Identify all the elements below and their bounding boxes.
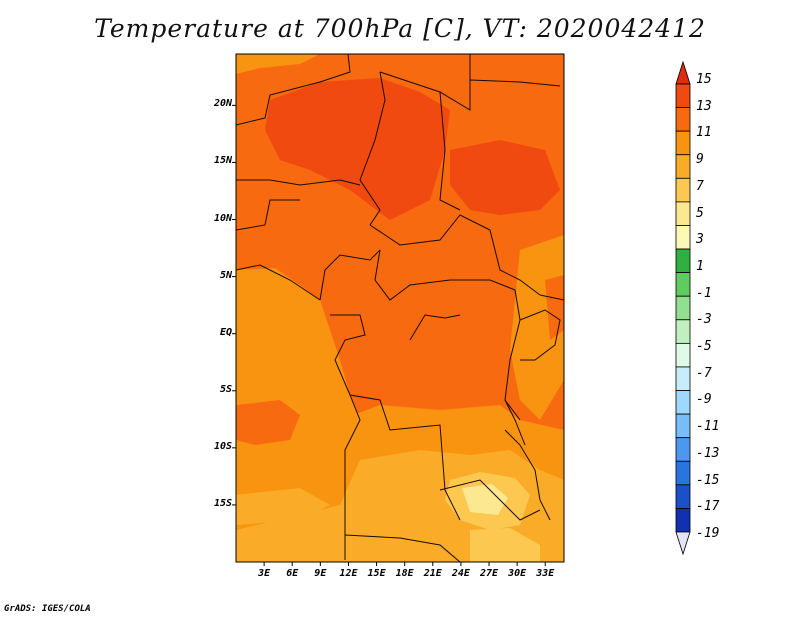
colorbar-level-label: -9	[696, 392, 712, 408]
colorbar	[675, 60, 691, 556]
lon-label: 24E	[451, 568, 470, 579]
colorbar-level-label: -1	[696, 285, 712, 301]
lat-label: 5N	[219, 269, 232, 281]
software-credit: GrADS: IGES/COLA	[4, 604, 91, 614]
colorbar-top-triangle	[675, 60, 691, 85]
colorbar-level-label: -11	[696, 419, 720, 435]
lon-label: 21E	[423, 568, 442, 579]
colorbar-level-label: -13	[696, 445, 720, 461]
lat-label: 15S	[213, 497, 232, 509]
lat-label: 10N	[213, 212, 232, 224]
colorbar-box	[675, 390, 691, 415]
colorbar-level-label: -3	[696, 312, 712, 328]
lat-label: EQ	[219, 326, 232, 338]
colorbar-box	[675, 177, 691, 203]
lon-label: 30E	[508, 568, 527, 579]
colorbar-box	[675, 342, 691, 368]
colorbar-level-label: 7	[696, 178, 704, 194]
lon-label: 33E	[536, 568, 555, 579]
temperature-field	[236, 54, 564, 562]
colorbar-box	[675, 508, 691, 533]
lat-label: 20N	[213, 98, 232, 110]
colorbar-box	[675, 201, 691, 226]
colorbar-box	[675, 366, 691, 391]
lon-label: 15E	[367, 568, 386, 579]
colorbar-box	[675, 272, 691, 297]
map-frame	[235, 53, 565, 563]
country-borders	[236, 54, 564, 562]
colorbar-box	[675, 437, 691, 462]
colorbar-box	[675, 83, 691, 108]
colorbar-box	[675, 319, 691, 344]
colorbar-level-label: 11	[696, 125, 712, 141]
colorbar-box	[675, 460, 691, 486]
colorbar-level-label: 5	[696, 205, 704, 221]
colorbar-bottom-triangle	[675, 531, 691, 556]
colorbar-level-label: -17	[696, 499, 720, 515]
colorbar-box	[675, 413, 691, 439]
colorbar-box	[675, 484, 691, 509]
colorbar-box	[675, 248, 691, 274]
colorbar-box	[675, 225, 691, 250]
lat-label: 10S	[213, 440, 232, 452]
lon-label: 12E	[339, 568, 358, 579]
chart-title: Temperature at 700hPa [C], VT: 202004241…	[94, 14, 706, 43]
lat-label: 5S	[219, 383, 232, 395]
colorbar-level-label: -15	[696, 472, 720, 488]
colorbar-level-label: 9	[696, 152, 704, 168]
colorbar-level-label: 1	[696, 258, 704, 274]
lat-label: 15N	[213, 155, 232, 167]
colorbar-level-label: -19	[696, 526, 720, 541]
lon-label: 27E	[479, 568, 499, 579]
colorbar-level-label: -5	[696, 339, 712, 355]
lon-label: 18E	[395, 568, 414, 579]
colorbar-box	[675, 107, 691, 132]
colorbar-box	[675, 295, 691, 321]
colorbar-level-label: 15	[696, 72, 712, 87]
colorbar-box	[675, 154, 691, 179]
lon-label: 9E	[314, 568, 327, 579]
colorbar-level-label: 3	[696, 232, 704, 248]
colorbar-box	[675, 130, 691, 156]
lon-label: 6E	[286, 568, 299, 579]
colorbar-level-label: -7	[696, 365, 712, 381]
colorbar-level-label: 13	[696, 98, 712, 114]
lon-label: 3E	[258, 568, 271, 579]
